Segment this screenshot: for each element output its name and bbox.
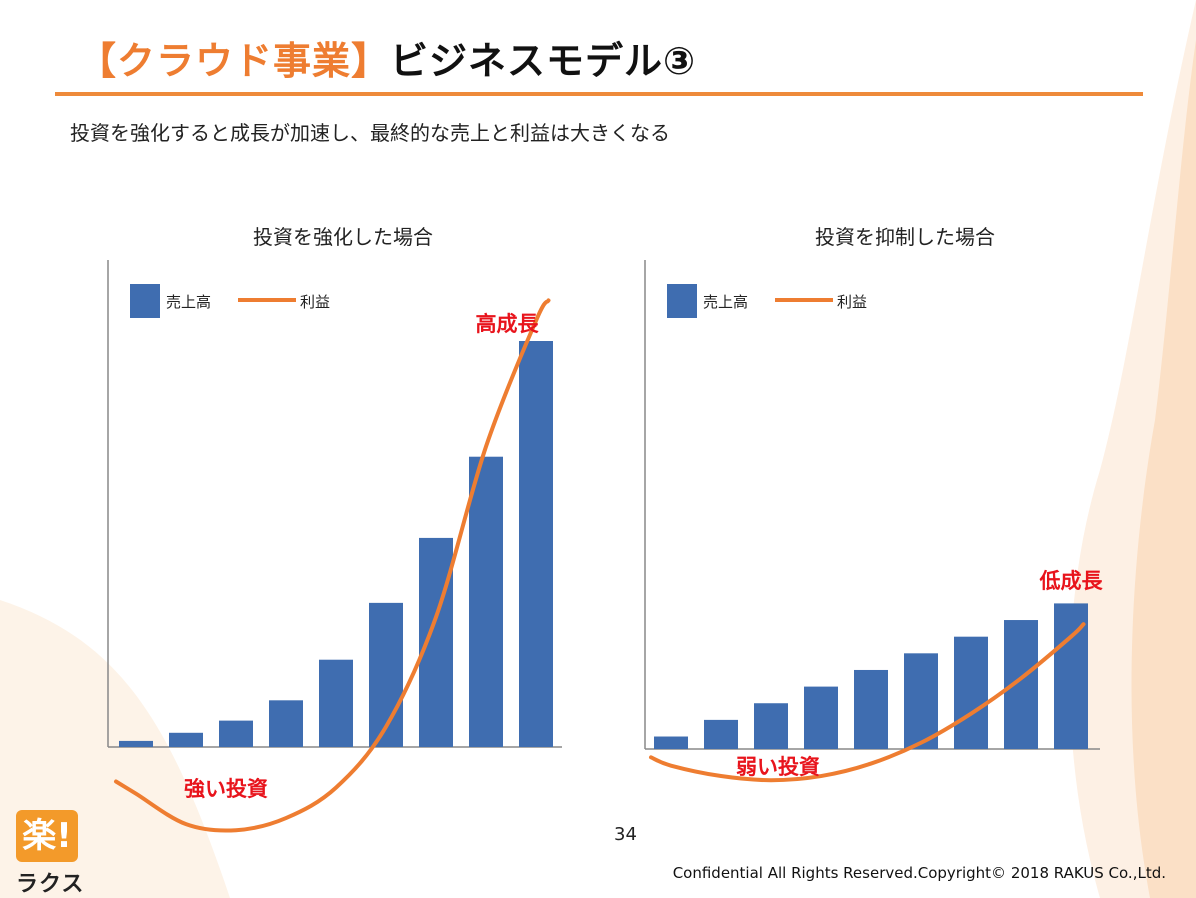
title-accent: 【クラウド事業】 <box>78 39 391 83</box>
page-number: 34 <box>614 824 637 845</box>
legend-line-label: 利益 <box>300 293 330 311</box>
bar-3 <box>754 703 788 749</box>
bar-5 <box>854 669 888 749</box>
title-divider <box>55 92 1143 96</box>
legend-bar-label: 売上高 <box>703 293 748 311</box>
bar-7 <box>954 636 988 749</box>
profit-line <box>649 622 1086 783</box>
bar-8 <box>469 456 503 747</box>
bar-5 <box>319 659 353 747</box>
annotation-growth: 低成長 <box>1039 569 1104 593</box>
bar-2 <box>169 732 203 747</box>
logo-text: ラクス <box>16 872 85 897</box>
bar-1 <box>654 736 688 749</box>
bar-6 <box>904 653 938 749</box>
legend-line-label: 利益 <box>837 293 867 311</box>
bar-3 <box>219 720 253 747</box>
legend-bar-label: 売上高 <box>166 293 211 311</box>
profit-line <box>114 298 551 833</box>
bar-2 <box>704 719 738 749</box>
logo-mark: 楽! <box>16 810 78 862</box>
bar-1 <box>119 740 153 747</box>
chart-1-title: 投資を強化した場合 <box>253 225 433 249</box>
legend-bar-swatch <box>130 284 160 318</box>
legend-bar-swatch <box>667 284 697 318</box>
title-main: ビジネスモデル③ <box>390 39 697 83</box>
slide-title: 【クラウド事業】ビジネスモデル③ <box>78 30 696 85</box>
bar-9 <box>519 341 553 747</box>
bar-8 <box>1004 620 1038 749</box>
slide-subtitle: 投資を強化すると成長が加速し、最終的な売上と利益は大きくなる <box>70 121 670 145</box>
bar-4 <box>804 686 838 749</box>
copyright-footer: Confidential All Rights Reserved.Copyrig… <box>672 864 1166 882</box>
chart-2-title: 投資を抑制した場合 <box>815 225 995 249</box>
annotation-growth: 高成長 <box>476 312 540 336</box>
annotation-investment: 強い投資 <box>184 777 268 801</box>
bar-4 <box>269 700 303 747</box>
rakus-logo: 楽! ラクス <box>14 810 84 897</box>
annotation-investment: 弱い投資 <box>736 755 820 779</box>
